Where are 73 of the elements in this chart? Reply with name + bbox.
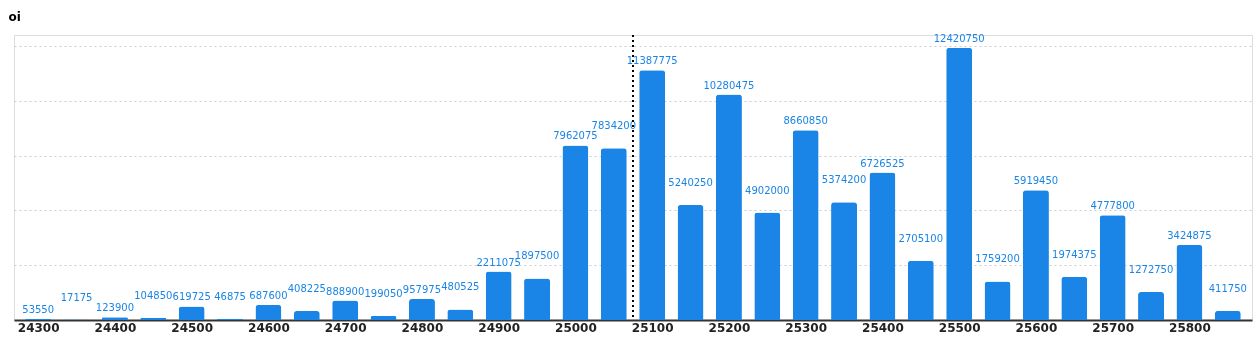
data-label: 11387775 (626, 55, 678, 67)
bar (1214, 310, 1241, 320)
data-label: 53550 (22, 303, 55, 315)
data-label: 408225 (287, 283, 326, 295)
data-label: 17175 (60, 291, 93, 303)
data-label: 7962075 (553, 130, 598, 142)
bar (1061, 276, 1088, 320)
x-tick-label: 25600 (1015, 320, 1058, 335)
data-label: 4902000 (745, 184, 790, 196)
data-label: 2705100 (898, 232, 944, 244)
data-label: 5374200 (821, 174, 867, 186)
data-label: 3424875 (1167, 229, 1212, 241)
bar (907, 260, 934, 320)
bar (715, 94, 742, 320)
bar (1138, 292, 1165, 320)
x-tick-label: 24900 (478, 320, 521, 335)
data-label: 104850 (134, 289, 173, 301)
data-label: 7834200 (591, 120, 637, 132)
data-label: 4777800 (1090, 200, 1135, 212)
bar (255, 304, 282, 320)
data-label: 12420750 (933, 32, 985, 44)
data-label: 10280475 (703, 79, 755, 91)
data-label: 5240250 (668, 177, 713, 189)
x-tick-label: 24400 (94, 320, 137, 335)
data-label: 411750 (1208, 282, 1247, 294)
bar (332, 300, 359, 320)
x-tick-label: 24500 (171, 320, 214, 335)
bar (600, 148, 627, 320)
data-label: 480525 (441, 281, 480, 293)
data-label: 957975 (402, 284, 442, 295)
x-tick-label: 25400 (862, 320, 904, 335)
bar (447, 309, 474, 320)
bar (1022, 190, 1049, 320)
data-label: 6726525 (860, 157, 905, 169)
bar (984, 281, 1011, 320)
bar (831, 202, 858, 320)
data-label: 1974375 (1052, 248, 1097, 260)
bar (792, 130, 819, 320)
bar (293, 311, 320, 320)
x-tick-label: 24600 (248, 320, 290, 335)
bar (869, 172, 896, 320)
bar (754, 212, 781, 320)
bar (677, 205, 704, 320)
bar (562, 145, 589, 320)
bar (1176, 244, 1203, 320)
data-label: 1272750 (1128, 264, 1174, 276)
x-tick-label: 24800 (401, 320, 444, 335)
bar (178, 306, 205, 320)
data-label: 199050 (364, 287, 403, 299)
y-axis-title: oi (8, 9, 21, 24)
bar (946, 47, 973, 320)
bar (485, 271, 512, 320)
x-tick-label: 25200 (708, 320, 751, 335)
data-label: 687600 (249, 289, 288, 301)
data-label: 46875 (214, 290, 246, 302)
data-label: 5919450 (1013, 175, 1059, 187)
x-tick-label: 24700 (324, 320, 367, 335)
bar (1099, 215, 1126, 320)
x-tick-label: 25700 (1092, 320, 1135, 335)
data-label: 1759200 (975, 253, 1020, 265)
x-tick-label: 25300 (785, 320, 828, 335)
data-label: 619725 (172, 291, 211, 303)
x-tick-label: 24300 (17, 320, 60, 335)
x-tick-label: 25000 (555, 320, 597, 335)
bar (408, 299, 435, 320)
x-tick-label: 25100 (631, 320, 674, 335)
bar (639, 70, 666, 320)
bar (524, 278, 551, 320)
data-label: 123900 (95, 302, 135, 314)
data-label: 8660850 (783, 115, 828, 127)
x-tick-label: 25500 (938, 320, 981, 335)
x-tick-label: 25800 (1169, 320, 1211, 335)
data-label: 888900 (326, 285, 365, 297)
